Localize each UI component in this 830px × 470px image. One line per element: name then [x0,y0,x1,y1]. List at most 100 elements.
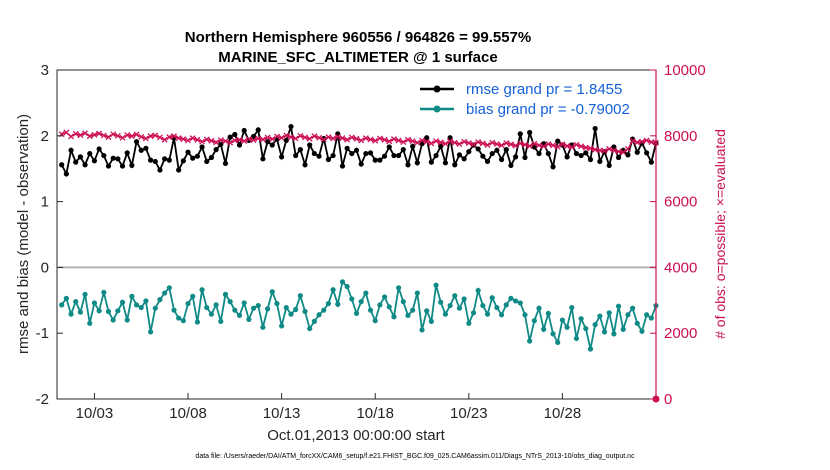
series-bias-point [555,339,561,346]
series-rmse-point [405,162,411,168]
series-rmse-point [630,136,636,142]
series-rmse-point [115,156,121,162]
series-nobs-marker [255,135,262,142]
series-nobs-marker [620,149,627,156]
series-rmse-point [339,163,346,169]
series-rmse-point [279,154,285,160]
series-nobs-marker [105,134,112,141]
series-rmse [59,123,659,177]
series-bias-point [592,322,598,328]
series-bias-point [279,323,285,329]
series-bias-point [255,302,261,309]
series-rmse-point [377,157,383,163]
series-nobs-marker [461,138,468,145]
series-nobs-marker [82,130,89,137]
series-rmse-point [555,138,561,144]
series-bias-point [438,299,444,305]
series-bias-point [325,300,332,307]
series-bias-point [527,338,533,344]
series-rmse-point [325,156,332,163]
series-rmse-point [564,154,570,160]
series-nobs-marker [634,139,641,146]
series-rmse-point [236,142,243,148]
series-rmse-point [494,147,500,153]
series-rmse-point [592,125,598,132]
series-rmse-point [218,141,224,147]
series-nobs-marker [437,139,444,146]
series-nobs-marker [442,140,449,147]
series-rmse-point [578,152,584,159]
series-bias-point [129,293,135,299]
series-bias-point [288,311,294,317]
series-nobs-marker [587,145,594,152]
legend-rmse-label: rmse grand pr = 1.8455 [466,81,622,98]
series-bias-point [176,315,182,321]
x-tick-label: 10/08 [169,405,207,422]
series-bias-point [489,295,495,301]
series-rmse-point [213,147,219,153]
series-bias-point [531,318,537,324]
series-nobs-marker [498,142,505,149]
series-nobs-marker [311,133,318,140]
series-bias-point [246,316,252,322]
series-bias-point [410,307,416,313]
series-rmse-point [190,155,196,161]
series-rmse-point [442,160,449,166]
series-rmse-point [597,158,603,165]
series-rmse-point [461,156,467,162]
series-nobs-marker [582,144,589,151]
series-nobs-marker [526,143,533,149]
series-bias-point [634,320,640,326]
series-rmse-point [232,131,238,138]
data-file-footnote: data file: /Users/raeder/DAI/ATM_forcXX/… [195,453,635,460]
series-rmse-point [513,154,519,160]
series-rmse-point [143,145,149,151]
series-rmse-point [367,150,374,156]
series-nobs-marker [353,135,360,142]
series-bias-point [377,302,383,308]
series-nobs-marker [68,133,74,140]
series-nobs-marker [610,147,617,154]
series-bias-point [644,312,650,318]
y-right-tick-label: 4000 [664,259,697,276]
series-nobs [58,129,659,156]
series-nobs-marker [269,136,276,143]
series-bias-point [222,291,229,297]
series-nobs-marker [376,135,383,142]
series-nobs-marker [507,141,514,148]
series-nobs-marker [489,139,496,146]
series-bias-point [447,302,453,309]
series-bias-point [232,307,238,313]
series-nobs-marker [297,132,304,139]
series-nobs-marker [606,146,613,152]
series-nobs-marker [222,138,229,145]
series-nobs-marker [390,136,397,143]
series-bias-point [424,308,430,314]
series-bias-point [344,283,350,290]
series-rmse-point [410,143,416,149]
series-bias-point [503,302,509,308]
series-nobs-marker [128,133,135,140]
y-right-tick-label: 6000 [664,194,697,211]
series-bias-point [204,304,210,311]
series-nobs-marker [592,146,599,153]
series-bias-point [236,312,243,319]
series-bias-point [480,302,486,309]
series-rmse-point [475,146,481,152]
chart-title-line2: MARINE_SFC_ALTIMETER @ 1 surface [218,49,497,66]
series-bias-point [73,299,79,305]
x-tick-label: 10/23 [450,405,488,422]
y-axis-label-left: rmse and bias (model - observation) [15,114,32,354]
series-bias-point [639,328,645,334]
series-rmse-point [353,147,360,153]
series-bias-point [484,311,491,317]
series-nobs-marker [199,138,206,145]
series-bias-point [428,318,434,324]
series-bias-point [517,300,523,306]
series-bias-point [185,300,191,307]
series-nobs-marker [133,131,140,138]
series-bias-point [77,309,83,315]
series-nobs-marker [63,129,70,136]
series-rmse-point [391,152,397,159]
